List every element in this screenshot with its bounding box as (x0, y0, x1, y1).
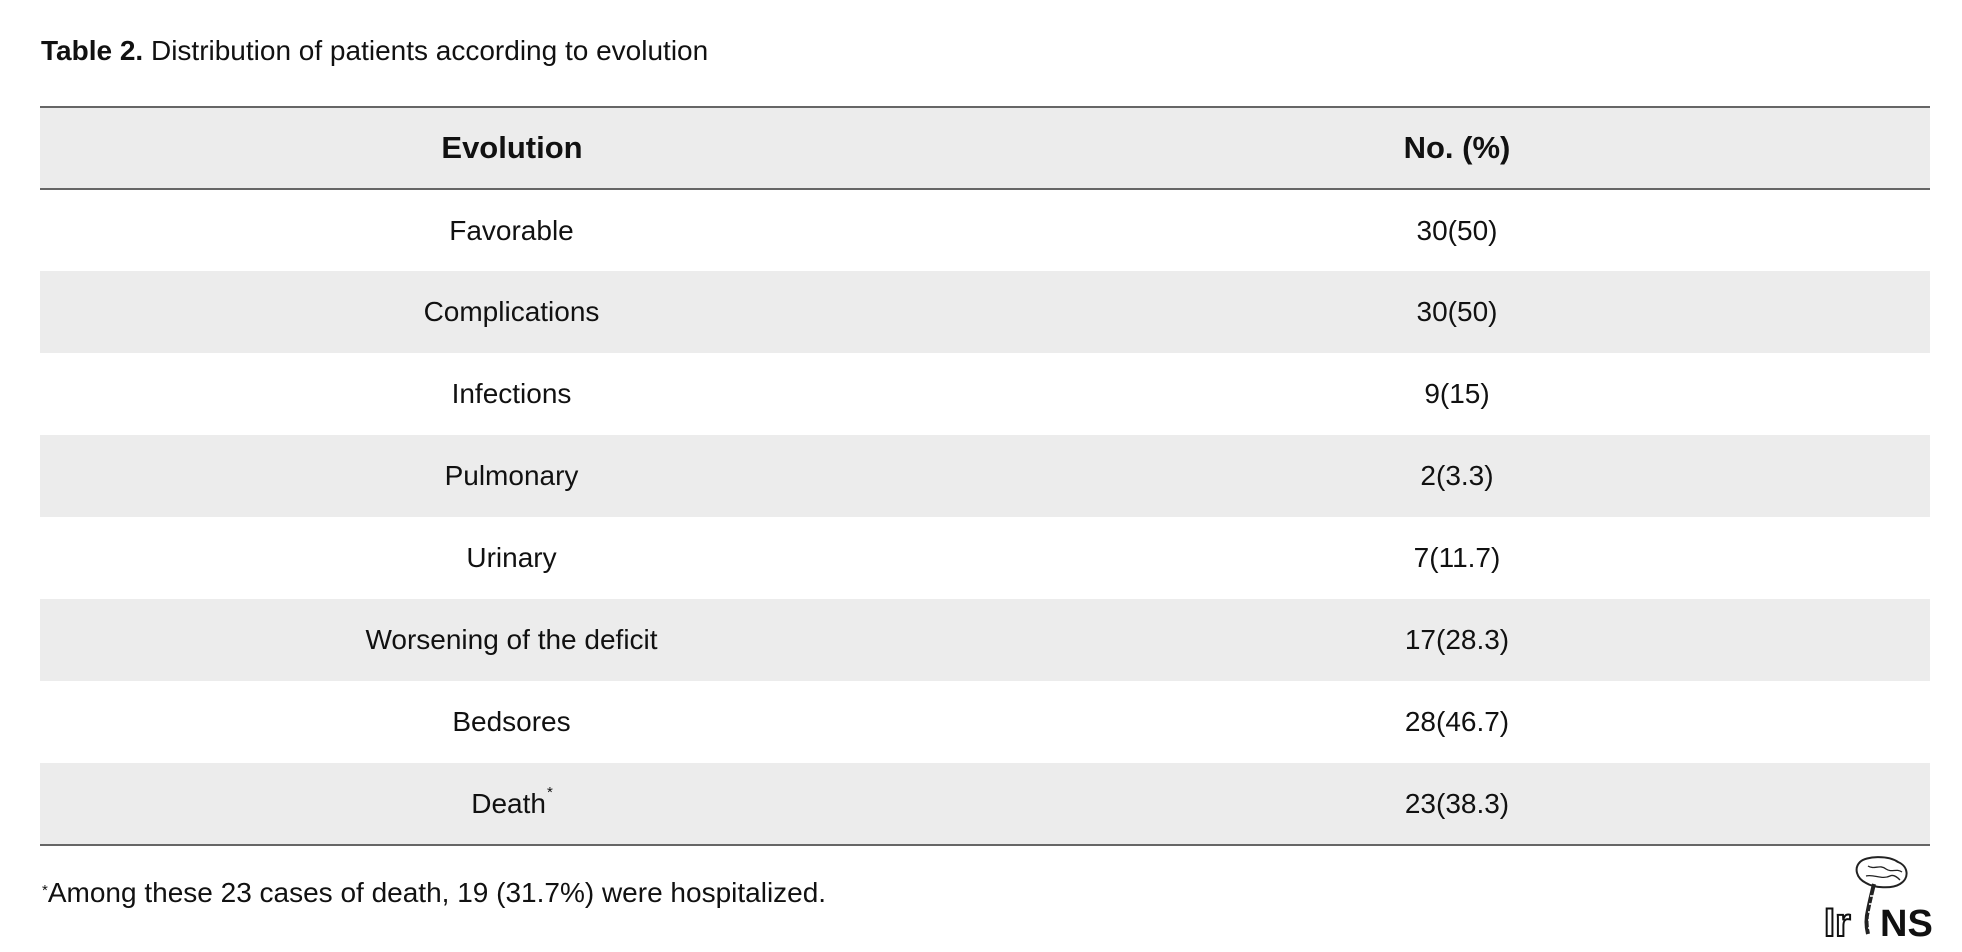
table-row: Infections 9(15) (40, 353, 1930, 435)
journal-logo: Ir NS (1823, 856, 1932, 938)
logo-text-left: Ir (1824, 901, 1851, 938)
header-count-percent: No. (%) (984, 106, 1930, 190)
caption-label: Table 2. (41, 35, 144, 66)
brain-spine-icon (1855, 856, 1908, 935)
table-caption: Table 2. Distribution of patients accord… (41, 34, 708, 68)
table-row: Pulmonary 2(3.3) (40, 435, 1930, 517)
cell-evolution: Worsening of the deficit (365, 624, 658, 655)
cell-value: 2(3.3) (1420, 460, 1494, 491)
table-row: Urinary 7(11.7) (40, 517, 1930, 599)
cell-value: 30(50) (1416, 214, 1498, 246)
cell-evolution: Complications (423, 296, 600, 327)
cell-evolution: Death* (40, 763, 984, 846)
header-evolution: Evolution (40, 106, 984, 190)
cell-evolution: Favorable (449, 214, 574, 246)
caption-text: Distribution of patients according to ev… (150, 35, 709, 66)
table-row: Favorable 30(50) (40, 189, 1930, 271)
table-row: Worsening of the deficit 17(28.3) (40, 599, 1930, 681)
data-table: Evolution No. (%) Favorable 30(50) Compl… (40, 106, 1930, 846)
logo-text-right: NS (1880, 903, 1932, 938)
table-row: Death* 23(38.3) (40, 763, 1930, 846)
cell-value: 7(11.7) (1413, 542, 1501, 573)
cell-evolution: Pulmonary (444, 460, 579, 491)
cell-evolution: Bedsores (452, 706, 571, 737)
cell-value: 9(15) (1424, 378, 1490, 409)
footnote-marker: * (42, 882, 48, 899)
footnote-text: Among these 23 cases of death, 19 (31.7%… (47, 877, 827, 908)
cell-evolution: Urinary (466, 542, 557, 573)
cell-value: 28(46.7) (1404, 706, 1510, 737)
table-row: Bedsores 28(46.7) (40, 681, 1930, 763)
cell-evolution: Infections (451, 378, 572, 409)
cell-value: 17(28.3) (1404, 624, 1510, 655)
table-row: Complications 30(50) (40, 271, 1930, 353)
table-footnote: *Among these 23 cases of death, 19 (31.7… (41, 876, 826, 910)
cell-value: 30(50) (1416, 296, 1498, 327)
table-header-row: Evolution No. (%) (40, 106, 1930, 190)
cell-value: 23(38.3) (984, 763, 1930, 846)
